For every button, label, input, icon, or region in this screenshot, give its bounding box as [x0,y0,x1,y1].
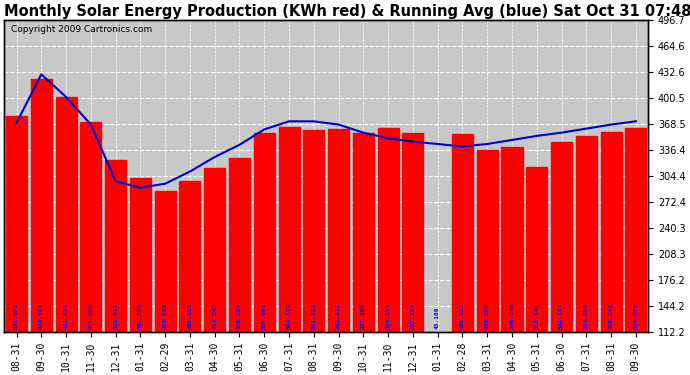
Text: 401.470: 401.470 [63,303,68,329]
Text: 340.246: 340.246 [509,303,515,329]
Text: 326.114: 326.114 [237,303,242,329]
Text: 361.321: 361.321 [311,303,316,329]
Text: 424.576: 424.576 [39,303,44,329]
Bar [526,167,547,375]
Text: 298.153: 298.153 [188,303,193,329]
Text: 43.186: 43.186 [435,307,440,329]
Text: 357.364: 357.364 [361,303,366,329]
Bar [80,122,101,375]
Text: 364.154: 364.154 [386,303,391,329]
Text: 371.006: 371.006 [88,303,93,329]
Text: 315.346: 315.346 [534,303,540,329]
Text: 301.740: 301.740 [138,303,143,329]
Bar [279,128,299,375]
Bar [402,134,424,375]
Text: 336.590: 336.590 [484,303,490,329]
Bar [600,132,622,375]
Text: 285.590: 285.590 [163,303,168,329]
Text: 346.394: 346.394 [559,303,564,329]
Text: 362.071: 362.071 [336,303,341,329]
Text: Monthly Solar Energy Production (KWh red) & Running Avg (blue) Sat Oct 31 07:48: Monthly Solar Energy Production (KWh red… [4,4,690,19]
Text: 364.070: 364.070 [633,303,638,329]
Text: 378.672: 378.672 [14,303,19,329]
Bar [353,133,374,375]
Bar [204,168,225,375]
Bar [477,150,497,375]
Bar [575,136,597,375]
Bar [304,130,324,375]
Bar [328,129,349,375]
Bar [502,147,522,375]
Text: 357.154: 357.154 [411,303,415,329]
Text: 324.012: 324.012 [113,303,118,329]
Bar [179,181,201,375]
Bar [377,128,399,375]
Bar [625,128,647,375]
Text: 357.081: 357.081 [262,303,267,329]
Bar [551,142,572,375]
Bar [56,98,77,375]
Bar [6,116,27,375]
Text: 364.379: 364.379 [286,303,292,329]
Text: 358.241: 358.241 [609,303,613,329]
Bar [155,191,176,375]
Bar [130,178,151,375]
Bar [254,134,275,375]
Text: 356.537: 356.537 [460,303,465,329]
Text: 354.300: 354.300 [584,303,589,329]
Bar [229,159,250,375]
Text: 314.243: 314.243 [213,303,217,329]
Text: Copyright 2009 Cartronics.com: Copyright 2009 Cartronics.com [10,25,152,34]
Bar [452,134,473,375]
Bar [31,79,52,375]
Bar [105,160,126,375]
